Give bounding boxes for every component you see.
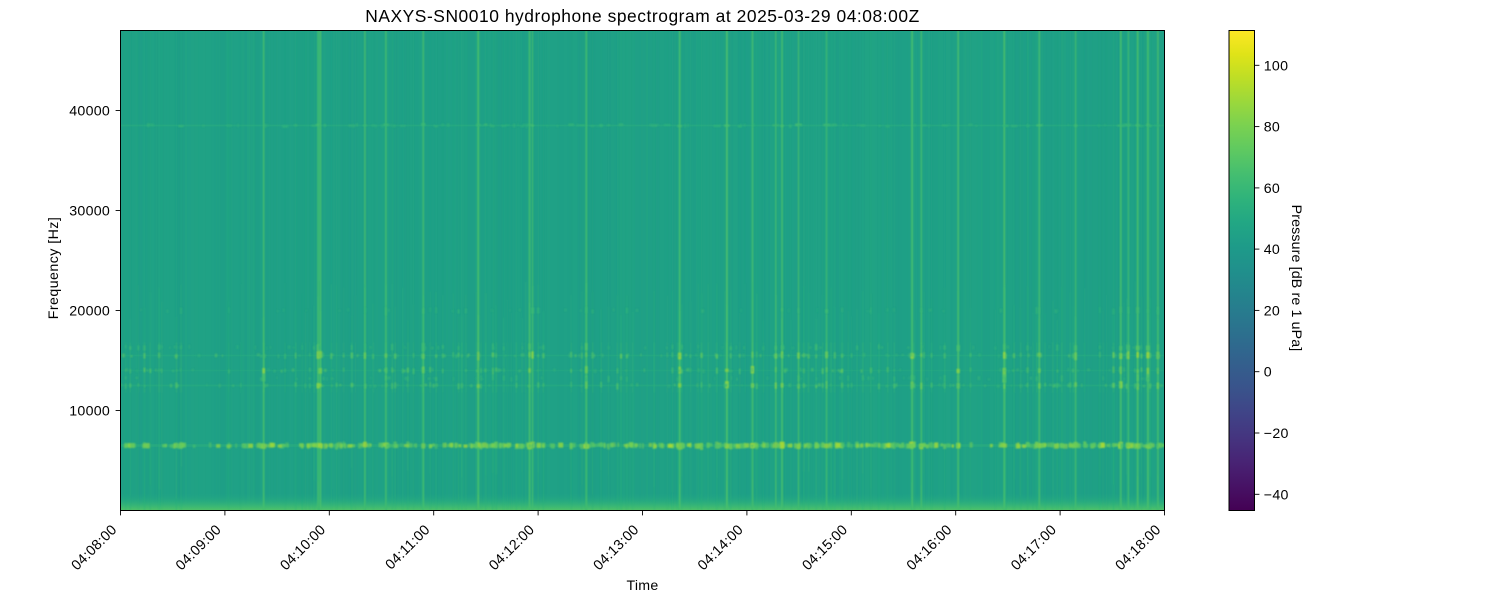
svg-text:40000: 40000 — [69, 104, 110, 120]
svg-text:80: 80 — [1264, 120, 1280, 136]
svg-text:NAXYS-SN0010 hydrophone spectr: NAXYS-SN0010 hydrophone spectrogram at 2… — [365, 6, 920, 26]
svg-text:Pressure [dB re 1 uPa]: Pressure [dB re 1 uPa] — [1288, 205, 1304, 352]
svg-text:10000: 10000 — [69, 404, 110, 420]
svg-text:0: 0 — [1264, 365, 1272, 381]
svg-text:20000: 20000 — [69, 304, 110, 320]
svg-text:20: 20 — [1264, 303, 1280, 319]
svg-text:40: 40 — [1264, 242, 1280, 258]
svg-text:60: 60 — [1264, 181, 1280, 197]
svg-text:100: 100 — [1264, 58, 1288, 74]
svg-text:−40: −40 — [1264, 487, 1289, 503]
svg-text:30000: 30000 — [69, 204, 110, 220]
svg-text:Time: Time — [626, 578, 658, 594]
svg-text:−20: −20 — [1264, 426, 1289, 442]
svg-text:Frequency [Hz]: Frequency [Hz] — [46, 217, 62, 320]
